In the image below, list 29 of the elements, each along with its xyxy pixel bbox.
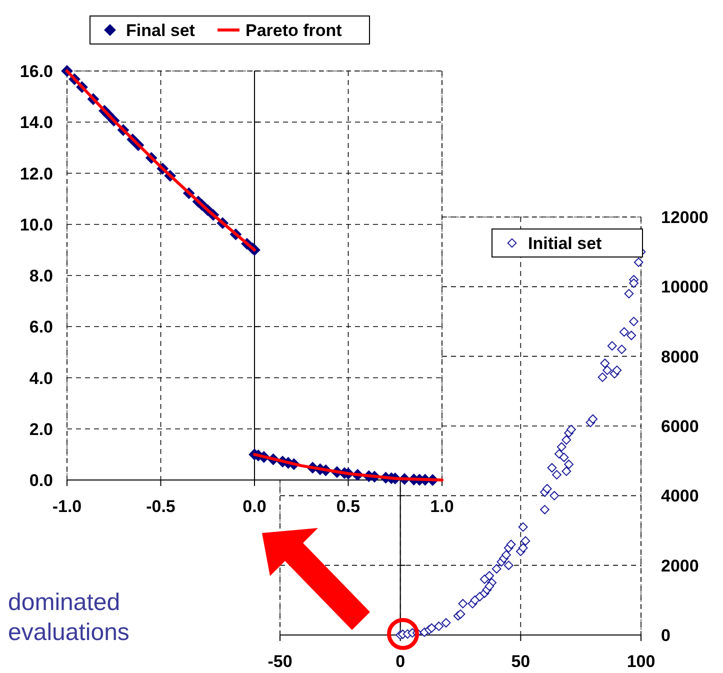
y-tick-label: 16.0 xyxy=(20,62,53,81)
x-tick-label: 0 xyxy=(396,652,406,671)
y-tick-label: 8000 xyxy=(661,347,699,366)
legend-label: Final set xyxy=(126,21,196,40)
x-tick-label: -1.0 xyxy=(52,497,82,516)
legend-label: Pareto front xyxy=(246,21,342,40)
y-tick-label: 0 xyxy=(661,626,670,645)
y-tick-label: 0.0 xyxy=(29,471,53,490)
y-tick-label: 10.0 xyxy=(20,215,53,234)
y-tick-label: 10000 xyxy=(661,278,708,297)
x-tick-label: 50 xyxy=(511,652,530,671)
text: dominated evaluations xyxy=(8,589,130,646)
x-tick-label: -0.5 xyxy=(146,497,176,516)
y-tick-label: 4000 xyxy=(661,486,699,506)
legend-label: Initial set xyxy=(528,234,602,253)
y-tick-label: 8.0 xyxy=(29,266,53,286)
y-tick-label: 6000 xyxy=(661,417,699,436)
x-tick-label: 1.0 xyxy=(430,497,454,516)
x-tick-label: 0.0 xyxy=(242,497,266,516)
y-tick-label: 14.0 xyxy=(20,113,53,132)
y-tick-label: 12.0 xyxy=(20,164,53,184)
y-tick-label: 2000 xyxy=(661,556,699,576)
y-tick-label: 12000 xyxy=(661,208,708,227)
x-tick-label: 0.5 xyxy=(336,497,360,516)
y-tick-label: 6.0 xyxy=(29,318,53,337)
y-tick-label: 4.0 xyxy=(29,368,53,388)
x-tick-label: 100 xyxy=(626,652,656,671)
y-tick-label: 2.0 xyxy=(29,420,53,439)
x-tick-label: -50 xyxy=(268,652,292,671)
